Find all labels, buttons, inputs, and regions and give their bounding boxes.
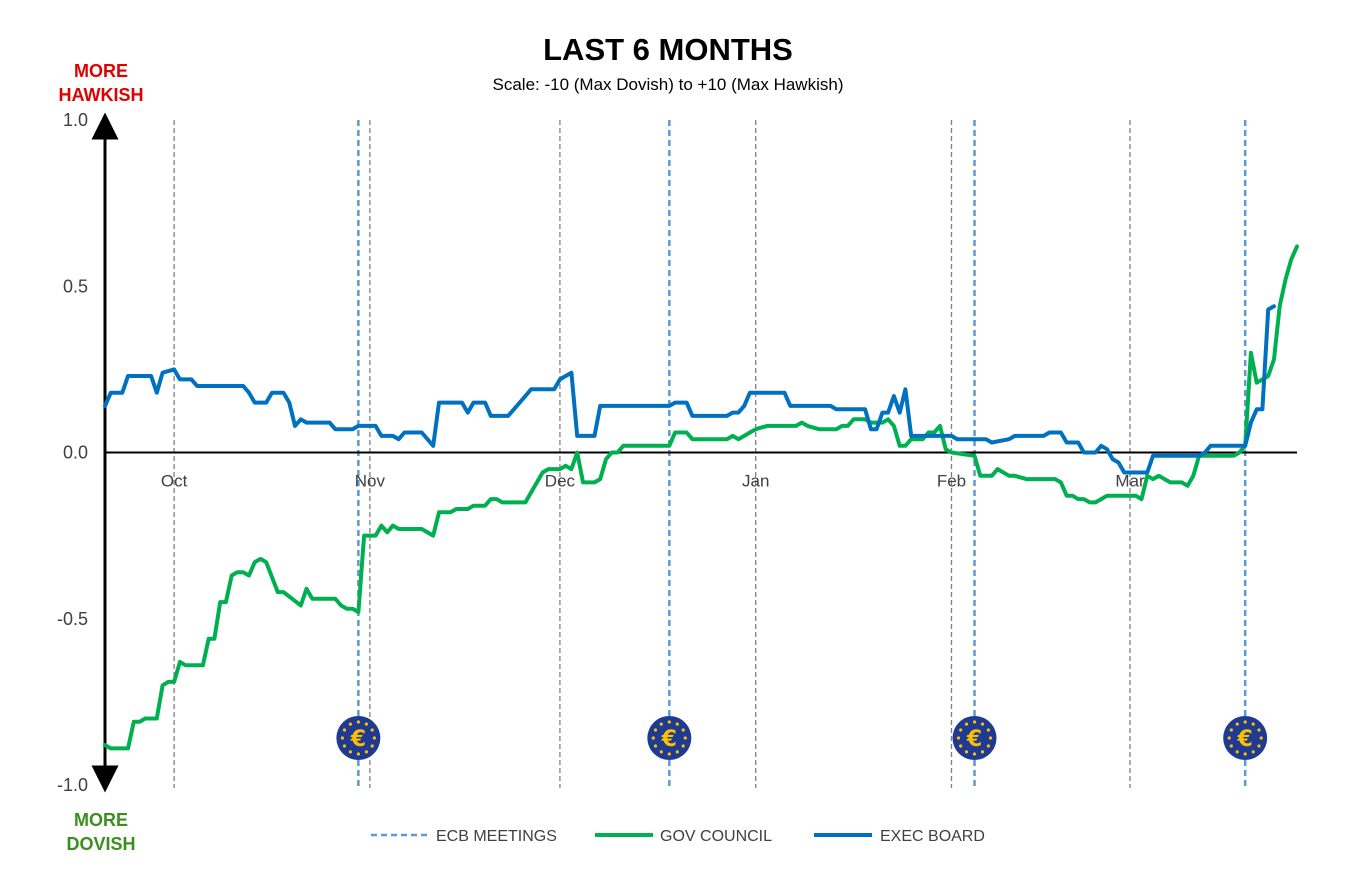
y-tick-label: -0.5 — [57, 609, 88, 629]
euro-badge-star — [370, 744, 374, 748]
euro-badge-star — [364, 750, 368, 754]
euro-badge-star — [980, 750, 985, 754]
legend-label-exec-board: EXEC BOARD — [880, 828, 985, 845]
euro-symbol-icon: € — [350, 727, 366, 752]
euro-badge-star — [964, 750, 969, 754]
y-axis-ticks: 1.0 0.5 0.0 -0.5 -1.0 — [57, 110, 88, 795]
euro-badge-star — [1229, 744, 1233, 748]
euro-badge-star — [1257, 744, 1261, 748]
month-label-mar: Mar — [1115, 472, 1145, 491]
euro-badge-circle — [647, 716, 692, 760]
euro-badge-star — [1227, 736, 1231, 740]
ecb-euro-badge-icon: € — [952, 716, 997, 760]
euro-badge-star — [356, 752, 360, 756]
euro-badge-star — [364, 722, 368, 726]
euro-badge-star — [1259, 736, 1263, 740]
hawkish-label-line1: MORE — [74, 61, 128, 81]
euro-badge-star — [683, 736, 687, 740]
euro-badge-star — [972, 752, 977, 756]
ecb-euro-badge-icon: € — [1223, 716, 1268, 760]
euro-badge-star — [667, 752, 671, 756]
dovish-label-line1: MORE — [74, 810, 128, 830]
euro-badge-circle — [336, 716, 381, 760]
x-axis-month-labels: Oct Nov Dec Jan Feb Mar — [161, 472, 1145, 491]
ecb-meeting-badges: € € € € — [336, 716, 1268, 760]
euro-badge-star — [659, 750, 663, 754]
euro-badge-star — [681, 744, 685, 748]
series-line-gov-council — [103, 244, 1299, 751]
euro-symbol-icon: € — [1237, 727, 1253, 752]
euro-badge-star — [659, 722, 663, 726]
euro-badge-star — [340, 736, 344, 740]
euro-symbol-icon: € — [966, 727, 982, 752]
euro-badge-star — [964, 722, 969, 726]
dovish-label-line2: DOVISH — [66, 834, 135, 854]
euro-badge-star — [653, 728, 658, 732]
euro-badge-circle — [1223, 716, 1268, 760]
y-tick-label: 0.0 — [63, 443, 88, 463]
euro-badge-star — [675, 750, 679, 754]
month-gridlines — [173, 120, 1131, 788]
euro-badge-star — [1251, 722, 1255, 726]
chart-title: LAST 6 MONTHS — [543, 32, 793, 67]
euro-badge-star — [651, 736, 655, 740]
legend: ECB MEETINGS GOV COUNCIL EXEC BOARD — [371, 828, 985, 845]
euro-badge-star — [1251, 750, 1255, 754]
euro-badge-star — [356, 720, 360, 724]
ecb-meeting-lines — [357, 120, 1247, 788]
euro-badge-star — [980, 722, 985, 726]
euro-badge-star — [972, 720, 977, 724]
series-lines — [103, 244, 1299, 751]
euro-badge-star — [653, 744, 658, 748]
chart-subtitle: Scale: -10 (Max Dovish) to +10 (Max Hawk… — [493, 75, 844, 94]
month-label-nov: Nov — [355, 472, 386, 491]
month-label-jan: Jan — [742, 472, 769, 491]
euro-badge-star — [1243, 720, 1247, 724]
euro-badge-star — [959, 728, 963, 732]
euro-badge-star — [372, 736, 376, 740]
euro-badge-star — [370, 728, 374, 732]
euro-badge-star — [1229, 728, 1233, 732]
euro-badge-star — [667, 720, 671, 724]
month-label-dec: Dec — [545, 472, 576, 491]
month-label-oct: Oct — [161, 472, 188, 491]
y-tick-label: 1.0 — [63, 110, 88, 130]
euro-badge-star — [348, 750, 352, 754]
euro-badge-star — [956, 736, 961, 740]
hawkish-label-line2: HAWKISH — [59, 85, 144, 105]
y-tick-label: 0.5 — [63, 276, 88, 296]
euro-badge-star — [675, 722, 679, 726]
ecb-euro-badge-icon: € — [647, 716, 692, 760]
euro-badge-star — [348, 722, 352, 726]
euro-badge-star — [988, 736, 993, 740]
euro-badge-star — [1235, 722, 1239, 726]
euro-badge-star — [986, 744, 991, 748]
euro-badge-star — [342, 744, 347, 748]
legend-label-gov-council: GOV COUNCIL — [660, 828, 772, 845]
legend-label-ecb-meetings: ECB MEETINGS — [436, 828, 557, 845]
euro-badge-star — [1257, 728, 1261, 732]
euro-badge-star — [1243, 752, 1247, 756]
euro-symbol-icon: € — [661, 727, 677, 752]
y-tick-label: -1.0 — [57, 775, 88, 795]
euro-badge-star — [342, 728, 347, 732]
euro-badge-star — [986, 728, 991, 732]
euro-badge-circle — [952, 716, 997, 760]
euro-badge-star — [1235, 750, 1239, 754]
euro-badge-star — [959, 744, 963, 748]
month-label-feb: Feb — [937, 472, 966, 491]
series-line-exec-board — [103, 304, 1276, 475]
ecb-euro-badge-icon: € — [336, 716, 381, 760]
euro-badge-star — [681, 728, 685, 732]
